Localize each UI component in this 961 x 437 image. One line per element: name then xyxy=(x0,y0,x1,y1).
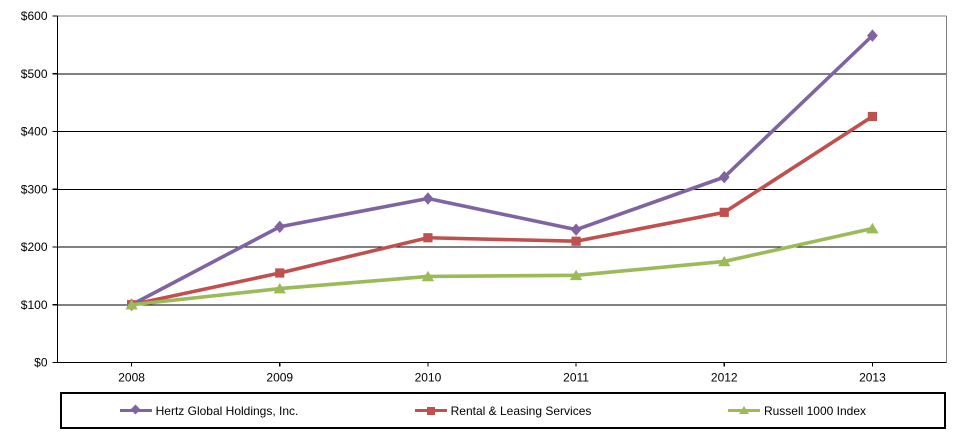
legend-label-hertz: Hertz Global Holdings, Inc. xyxy=(155,403,299,418)
legend-label-russell: Russell 1000 Index xyxy=(763,403,867,418)
data-point-marker-triangle xyxy=(718,255,731,267)
data-point-marker-square xyxy=(423,233,433,243)
russell-triangle-marker-icon xyxy=(738,406,749,414)
chart-legend: Hertz Global Holdings, Inc. Rental & Lea… xyxy=(60,392,946,429)
series-line-triangle xyxy=(129,226,875,307)
x-axis-tick-label: 2012 xyxy=(711,371,738,385)
x-axis-tick-label: 2010 xyxy=(415,371,442,385)
y-axis-tick-label: $200 xyxy=(21,240,48,254)
data-point-marker-diamond xyxy=(570,223,582,236)
rental-square-marker-icon xyxy=(426,406,435,415)
hertz-legend-swatch xyxy=(119,404,152,417)
data-point-marker-square xyxy=(719,207,729,217)
data-point-marker-diamond xyxy=(718,170,730,184)
x-axis-tick-label: 2011 xyxy=(563,371,589,385)
data-point-marker-triangle xyxy=(421,270,435,282)
plot-area: $0 $100 $200 $300 $400 $500 $600 2008 2009 2010 20… xyxy=(21,9,948,385)
series-line-square xyxy=(129,114,875,307)
data-point-marker-triangle xyxy=(569,269,583,281)
data-point-marker-triangle xyxy=(273,282,286,294)
data-point-marker-square xyxy=(571,236,581,246)
data-point-marker-diamond xyxy=(274,220,286,233)
y-axis-tick-label: $500 xyxy=(21,67,48,81)
series-line-diamond xyxy=(129,33,875,307)
russell-legend-swatch xyxy=(727,404,760,417)
x-axis-tick-label: 2009 xyxy=(266,371,293,385)
hertz-diamond-marker-icon xyxy=(130,404,141,415)
data-point-marker-square xyxy=(275,268,285,278)
data-point-marker-diamond xyxy=(422,192,434,205)
y-axis-tick-label: $300 xyxy=(21,182,48,196)
y-axis-tick-label: $400 xyxy=(21,125,48,139)
legend-item-hertz-global-holdings: Hertz Global Holdings, Inc. xyxy=(62,404,356,417)
legend-item-russell-1000-index: Russell 1000 Index xyxy=(650,404,944,417)
y-axis-tick-label: $0 xyxy=(34,356,48,370)
legend-label-rental: Rental & Leasing Services xyxy=(450,403,592,418)
legend-item-rental-leasing-services: Rental & Leasing Services xyxy=(356,404,650,417)
x-axis-tick-label: 2008 xyxy=(118,371,145,385)
data-point-marker-diamond xyxy=(867,29,878,42)
rental-legend-swatch xyxy=(414,404,447,417)
data-point-marker-triangle xyxy=(125,299,138,310)
data-point-marker-triangle xyxy=(866,222,879,234)
y-axis-tick-label: $600 xyxy=(21,9,48,23)
y-axis-tick-label: $100 xyxy=(21,298,48,312)
data-point-marker-square xyxy=(867,111,878,122)
x-axis-tick-label: 2013 xyxy=(859,371,886,385)
